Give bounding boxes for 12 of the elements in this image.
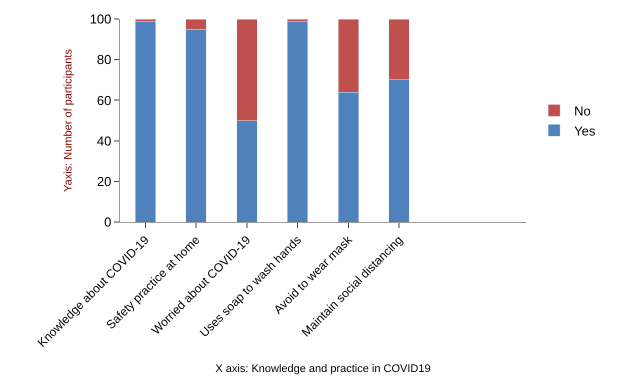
bar: [287, 20, 308, 222]
y-tick-label: 60: [96, 92, 112, 108]
y-tick-label: 80: [96, 52, 112, 68]
y-axis-title: Yaxis: Number of participants: [62, 48, 74, 192]
y-tick-label: 40: [96, 133, 112, 148]
y-tick-label: 20: [96, 174, 112, 189]
y-tick-label: 100: [90, 12, 112, 27]
legend-label: Yes: [574, 123, 596, 138]
x-axis-title: X axis: Knowledge and practice in COVID19: [215, 363, 431, 376]
legend-label: No: [574, 104, 591, 119]
y-tick-label: 0: [104, 214, 112, 230]
bar: [134, 20, 156, 222]
